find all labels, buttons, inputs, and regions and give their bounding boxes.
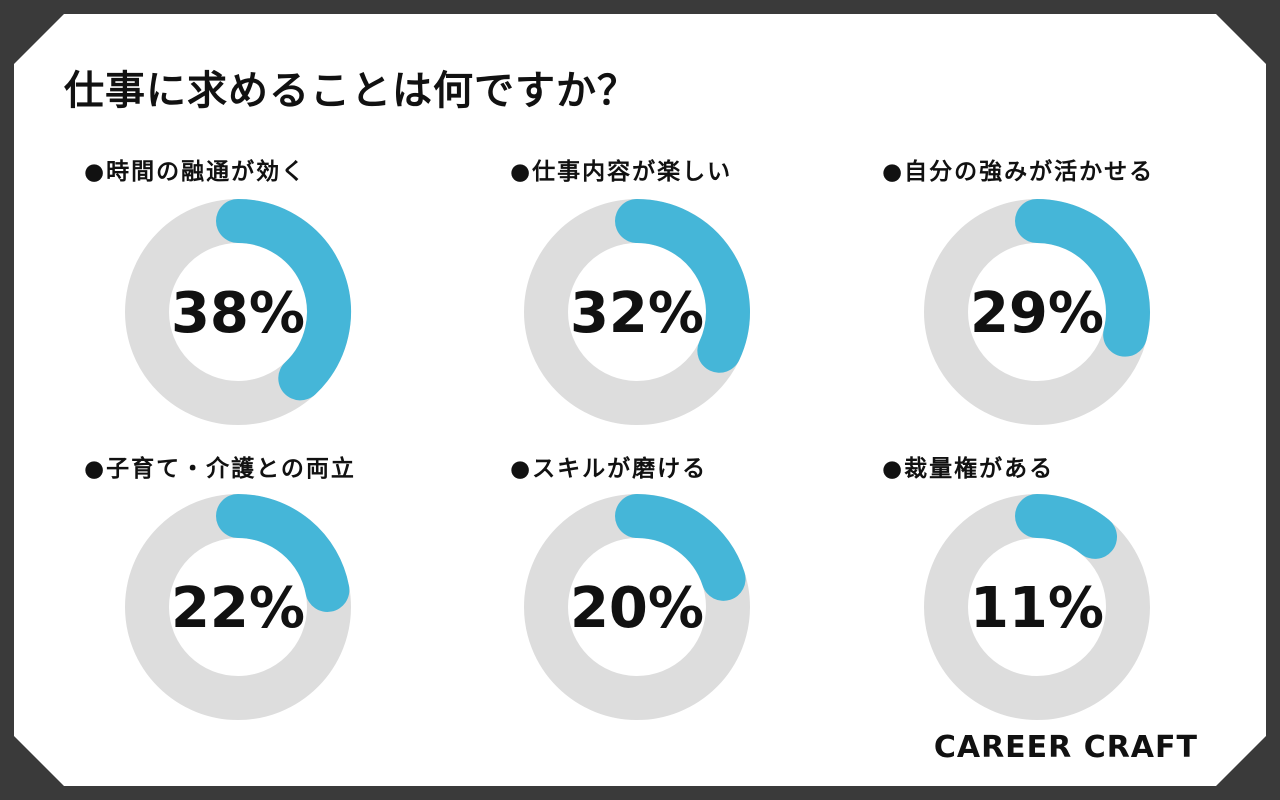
donut-value-discretion: 11% [970, 576, 1104, 641]
item-label-childcare-balance: ●子育て・介護との両立 [84, 456, 356, 482]
donut-value-skill-building: 20% [570, 576, 704, 641]
item-label-enjoyable-work: ●仕事内容が楽しい [510, 159, 733, 185]
brand-logo: CAREER CRAFT [933, 730, 1198, 765]
donut-arc-enjoyable-work [615, 199, 750, 373]
donut-arc-discretion [1015, 494, 1118, 559]
donut-arc-flexible-hours [216, 199, 351, 401]
donut-arc-childcare-balance [216, 494, 350, 612]
donut-value-enjoyable-work: 32% [570, 281, 704, 346]
item-label-discretion: ●裁量権がある [882, 456, 1055, 482]
item-label-flexible-hours: ●時間の融通が効く [84, 159, 307, 185]
donut-value-flexible-hours: 38% [171, 281, 305, 346]
donut-arc-use-strengths [1015, 199, 1150, 357]
donut-value-childcare-balance: 22% [171, 576, 305, 641]
donut-arc-skill-building [615, 494, 746, 601]
item-label-skill-building: ●スキルが磨ける [510, 456, 708, 482]
item-label-use-strengths: ●自分の強みが活かせる [882, 159, 1155, 185]
page-title: 仕事に求めることは何ですか？ [64, 68, 638, 114]
donut-value-use-strengths: 29% [970, 281, 1104, 346]
